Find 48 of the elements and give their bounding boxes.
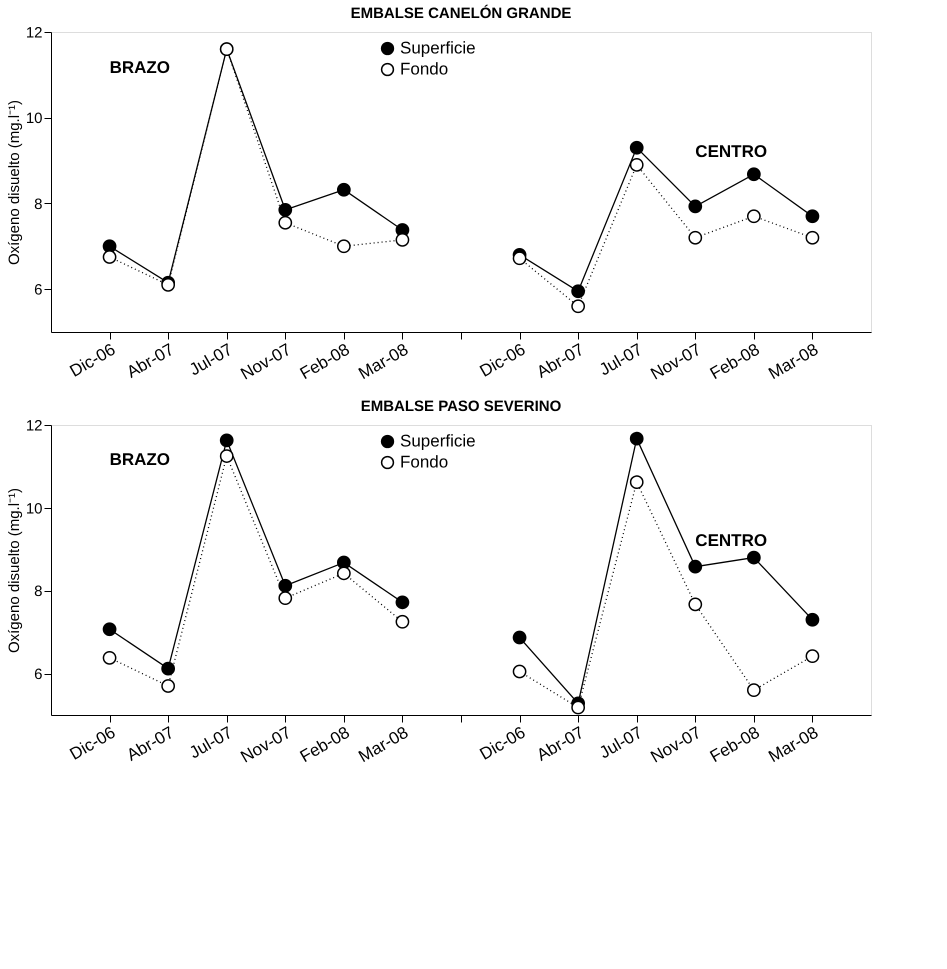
point <box>688 598 702 612</box>
annotation: BRAZO <box>110 450 170 469</box>
point <box>278 216 292 230</box>
point <box>102 650 116 665</box>
point <box>630 475 644 490</box>
point <box>278 591 292 606</box>
point <box>630 432 644 446</box>
point <box>688 560 702 574</box>
point <box>278 578 292 593</box>
point <box>512 664 526 678</box>
point <box>746 550 761 564</box>
point <box>571 700 586 714</box>
point <box>102 250 116 264</box>
annotation: BRAZO <box>110 58 170 77</box>
y-tick-label: 6 <box>34 666 42 684</box>
point <box>336 566 351 580</box>
y-tick-label: 12 <box>26 418 42 434</box>
point <box>161 679 176 693</box>
point <box>746 683 761 698</box>
point <box>278 202 292 217</box>
annotation: CENTRO <box>695 142 768 161</box>
point <box>396 614 410 629</box>
point <box>806 649 820 664</box>
point <box>512 630 526 644</box>
point <box>336 239 351 254</box>
y-axis-title: Oxígeno disuelto (mg.l⁻¹) <box>6 100 23 266</box>
point <box>220 449 234 463</box>
annotation: CENTRO <box>695 531 768 550</box>
chart-title: EMBALSE CANELÓN GRANDE <box>350 4 572 22</box>
point <box>806 612 820 627</box>
point <box>161 662 176 676</box>
y-tick-label: 8 <box>34 583 42 600</box>
legend-label: Superficie <box>400 38 476 58</box>
point <box>396 595 410 610</box>
legend-label: Superficie <box>400 432 476 450</box>
y-tick-label: 12 <box>26 24 42 42</box>
y-tick-label: 6 <box>34 282 42 299</box>
y-tick-label: 10 <box>26 500 42 518</box>
legend-label: Fondo <box>400 452 448 472</box>
point <box>336 182 351 197</box>
y-axis-title: Oxígeno disuelto (mg.l⁻¹) <box>6 488 23 654</box>
legend-label: Fondo <box>400 60 448 78</box>
chart-title: EMBALSE PASO SEVERINO <box>360 398 562 415</box>
y-tick-label: 8 <box>34 196 42 213</box>
point <box>220 433 234 448</box>
y-tick-label: 10 <box>26 110 42 128</box>
point <box>102 622 116 636</box>
point <box>396 232 410 247</box>
